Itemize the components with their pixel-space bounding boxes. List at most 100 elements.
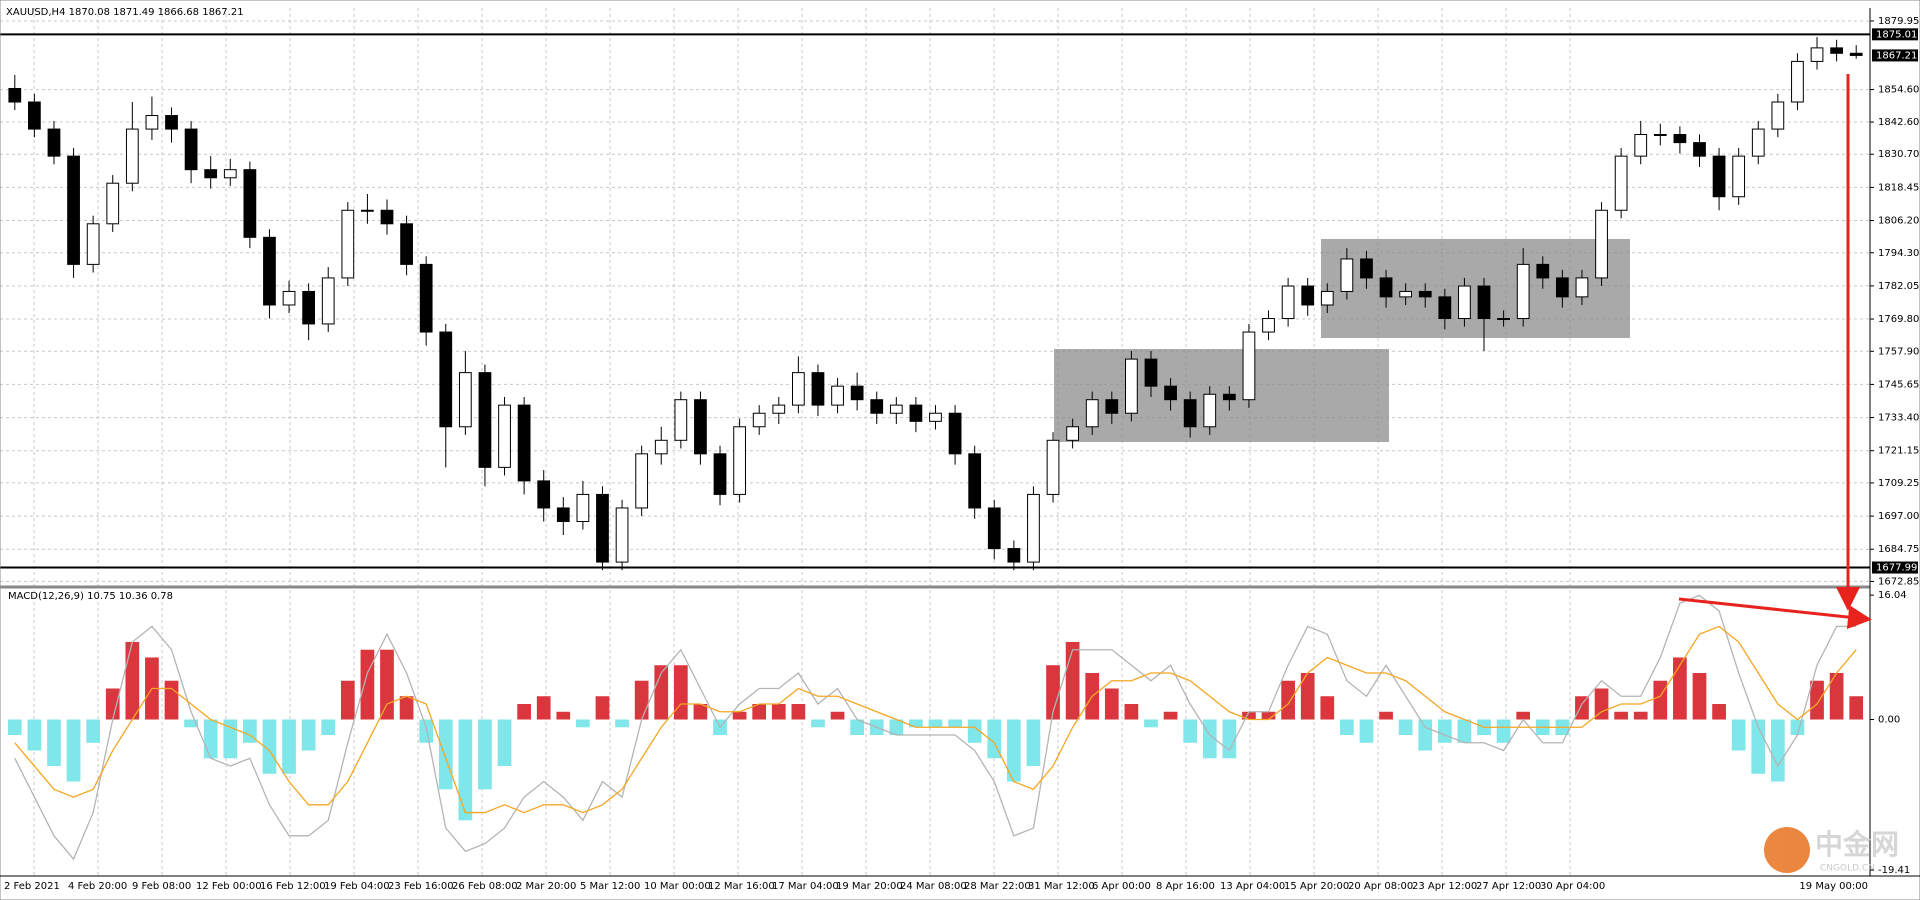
macd-bar (1124, 704, 1139, 720)
candle-body (1575, 277, 1589, 298)
macd-bar (66, 719, 81, 782)
watermark: 中金网 CNGOLD.CN (1764, 827, 1899, 874)
candle-body (1438, 296, 1452, 320)
candle-body (1634, 133, 1648, 157)
y-tick-label: 1854.60 (1878, 85, 1919, 96)
y-tick-label: 0.00 (1878, 715, 1900, 726)
candle-body (106, 182, 120, 225)
x-tick-label: 26 Feb 08:00 (452, 881, 518, 892)
candle-body (1242, 331, 1256, 401)
macd-bar (967, 719, 982, 743)
macd-bar (634, 680, 649, 720)
macd-bar (850, 719, 864, 736)
macd-bar (615, 719, 629, 728)
y-tick-label: 1830.70 (1878, 149, 1919, 160)
candle-body (1007, 548, 1021, 563)
candle-body (674, 399, 688, 441)
macd-bar (1281, 680, 1295, 720)
x-tick-label: 13 Apr 04:00 (1220, 881, 1285, 892)
y-tick-label: 1818.45 (1878, 182, 1919, 193)
candle-body (243, 169, 257, 238)
macd-bar (47, 719, 61, 767)
x-tick-label: 12 Feb 00:00 (196, 881, 262, 892)
candle-body (1360, 258, 1373, 279)
candle-body (1301, 285, 1315, 306)
candle-body (635, 453, 649, 509)
y-tick-label: 1697.00 (1878, 511, 1919, 522)
macd-bar (184, 719, 198, 728)
candle-body (1203, 393, 1217, 428)
x-tick-label: 19 Mar 20:00 (836, 881, 903, 892)
y-tick-label: 1842.60 (1878, 117, 1919, 128)
macd-bar (478, 719, 492, 790)
candle-body (948, 412, 962, 455)
candle-body (400, 223, 413, 265)
watermark-logo (1764, 827, 1810, 873)
candle-body (791, 372, 805, 406)
candle-body (380, 209, 394, 225)
candle-body (439, 331, 453, 428)
candle-body (1066, 426, 1080, 441)
macd-bar (673, 665, 688, 720)
candle-body (968, 453, 982, 509)
y-tick-label: 1879.95 (1878, 16, 1919, 27)
x-tick-label: 31 Mar 12:00 (1028, 881, 1095, 892)
candle-body (1262, 318, 1275, 333)
candle-body (1105, 399, 1119, 414)
macd-bar (1633, 711, 1648, 720)
watermark-title: 中金网 (1815, 828, 1899, 861)
macd-bar (1457, 719, 1472, 743)
candle-body (733, 426, 746, 495)
macd-bar (1046, 665, 1060, 720)
macd-bar (380, 649, 394, 720)
macd-bar (1183, 719, 1198, 743)
macd-bar (948, 719, 962, 728)
candle-body (1555, 277, 1569, 298)
candle-body (1712, 155, 1726, 198)
candle-body (1340, 258, 1354, 292)
y-tick-label: 1794.30 (1878, 248, 1919, 259)
candle-body (929, 412, 942, 422)
macd-bar (321, 719, 336, 736)
macd-bar (1496, 719, 1511, 743)
candle-body (576, 493, 590, 522)
macd-bar (1065, 641, 1080, 720)
candle-body (1791, 60, 1804, 103)
candle-body (1399, 290, 1413, 298)
y-tick-label: 16.04 (1878, 590, 1907, 601)
candle-body (165, 115, 178, 130)
candle-body (1693, 142, 1706, 157)
candle-body (889, 404, 903, 414)
x-tick-label: 16 Feb 12:00 (260, 881, 326, 892)
candle-body (341, 209, 355, 279)
candle-body (125, 128, 139, 184)
candle-body (1732, 155, 1746, 198)
macd-bar (928, 719, 943, 728)
y-tick-label: 1806.20 (1878, 216, 1919, 227)
candle-body (419, 263, 433, 333)
candle-body (1085, 399, 1099, 428)
macd-bar (1829, 672, 1844, 720)
candle-body (1144, 358, 1158, 387)
watermark-subtitle: CNGOLD.CN (1820, 864, 1875, 874)
x-tick-label: 2 Mar 20:00 (516, 881, 576, 892)
candle-body (713, 453, 727, 495)
candle-body (517, 404, 531, 482)
level-label-bg (1872, 561, 1918, 574)
macd-bar (811, 719, 825, 728)
x-tick-label: 24 Mar 08:00 (900, 881, 967, 892)
x-tick-label: 23 Feb 16:00 (388, 881, 454, 892)
candle-body (223, 169, 237, 179)
macd-bar (556, 711, 571, 720)
macd-bar (1437, 719, 1452, 743)
x-tick-label: 19 Feb 04:00 (324, 881, 390, 892)
y-tick-label: 1672.85 (1878, 576, 1919, 587)
macd-bar (732, 711, 747, 720)
candle-body (537, 480, 551, 509)
macd-bar (1849, 696, 1864, 720)
candle-body (67, 155, 80, 265)
candle-body (1458, 285, 1471, 320)
macd-bar (595, 696, 610, 720)
